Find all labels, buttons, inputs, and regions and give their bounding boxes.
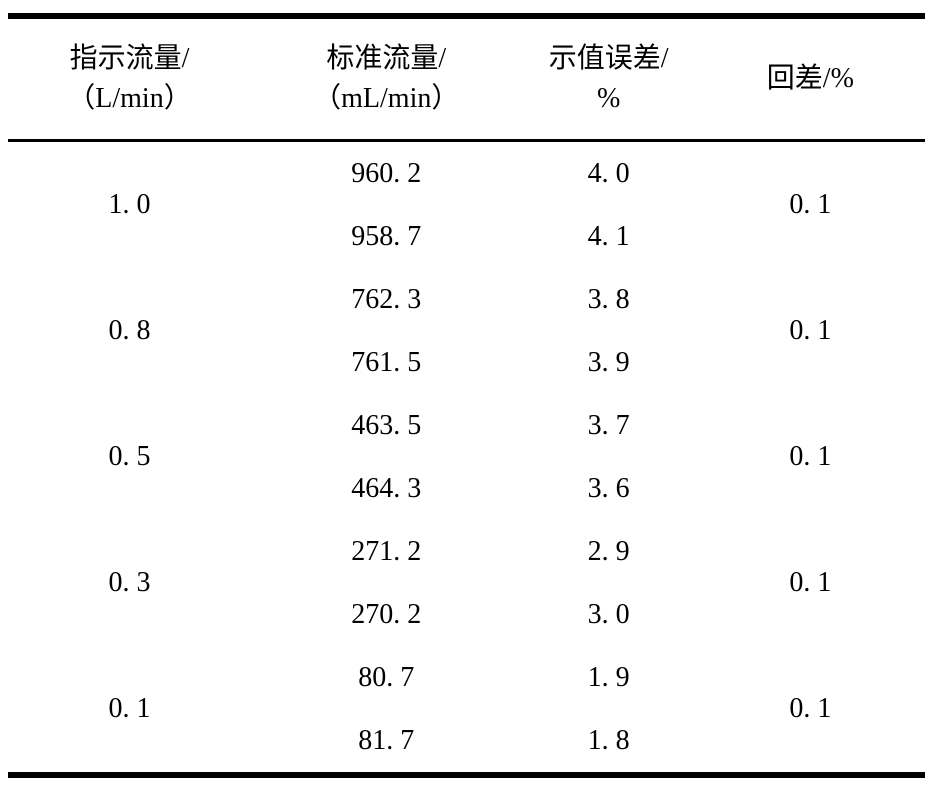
cell-standard-flow: 958. 7 [351, 220, 422, 252]
cell-indication-error: 4. 1 [587, 220, 630, 252]
cell-indication-error: 3. 9 [587, 346, 630, 378]
header-hysteresis-line1: 回差/% [766, 63, 854, 95]
table-row: 0. 8 762. 3 3. 8 0. 1 [8, 268, 925, 347]
cell-indication-error: 2. 9 [587, 535, 630, 567]
cell-hysteresis: 0. 1 [789, 567, 832, 599]
header-standard-flow-line2: （mL/min） [313, 83, 460, 114]
table-row: 761. 5 3. 9 [8, 331, 925, 394]
table-row: 0. 3 271. 2 2. 9 0. 1 [8, 520, 925, 599]
cell-hysteresis: 0. 1 [789, 441, 832, 473]
header-row: 指示流量/ （L/min） 标准流量/ （mL/min） 示值误差/ % 回差/… [8, 16, 925, 141]
header-indicated-flow: 指示流量/ （L/min） [8, 16, 251, 141]
table-row: 270. 2 3. 0 [8, 583, 925, 646]
header-standard-flow: 标准流量/ （mL/min） [251, 16, 522, 141]
table-row: 958. 7 4. 1 [8, 205, 925, 268]
header-hysteresis: 回差/% [696, 16, 925, 141]
cell-hysteresis: 0. 1 [789, 189, 832, 221]
table-row: 1. 0 960. 2 4. 0 0. 1 [8, 141, 925, 221]
header-standard-flow-line1: 标准流量/ [326, 43, 447, 75]
cell-indication-error: 3. 6 [587, 472, 630, 504]
header-indication-error-line1: 示值误差/ [548, 43, 669, 75]
header-indicated-flow-line2: （L/min） [67, 83, 192, 114]
cell-indicated-flow: 0. 5 [108, 441, 151, 473]
cell-hysteresis: 0. 1 [789, 693, 832, 725]
cell-standard-flow: 270. 2 [351, 598, 422, 630]
cell-indication-error: 1. 9 [587, 661, 630, 693]
header-indication-error-line2: % [596, 83, 621, 114]
cell-indication-error: 3. 8 [587, 283, 630, 315]
cell-standard-flow: 81. 7 [358, 724, 415, 756]
cell-standard-flow: 463. 5 [351, 409, 422, 441]
table-row: 0. 5 463. 5 3. 7 0. 1 [8, 394, 925, 473]
header-indicated-flow-line1: 指示流量/ [69, 43, 190, 75]
cell-indicated-flow: 0. 8 [108, 315, 151, 347]
cell-indication-error: 4. 0 [587, 157, 630, 189]
cell-standard-flow: 762. 3 [351, 283, 422, 315]
cell-indicated-flow: 0. 3 [108, 567, 151, 599]
cell-indication-error: 3. 7 [587, 409, 630, 441]
table-row: 464. 3 3. 6 [8, 457, 925, 520]
table-row: 0. 1 80. 7 1. 9 0. 1 [8, 646, 925, 725]
cell-indicated-flow: 1. 0 [108, 189, 151, 221]
flow-measurement-table: 指示流量/ （L/min） 标准流量/ （mL/min） 示值误差/ % 回差/… [8, 13, 925, 778]
cell-indication-error: 3. 0 [587, 598, 630, 630]
cell-indicated-flow: 0. 1 [108, 693, 151, 725]
header-indication-error: 示值误差/ % [522, 16, 696, 141]
cell-standard-flow: 464. 3 [351, 472, 422, 504]
table-row: 81. 7 1. 8 [8, 709, 925, 775]
cell-standard-flow: 960. 2 [351, 157, 422, 189]
cell-indication-error: 1. 8 [587, 724, 630, 756]
cell-hysteresis: 0. 1 [789, 315, 832, 347]
cell-standard-flow: 761. 5 [351, 346, 422, 378]
cell-standard-flow: 271. 2 [351, 535, 422, 567]
cell-standard-flow: 80. 7 [358, 661, 415, 693]
